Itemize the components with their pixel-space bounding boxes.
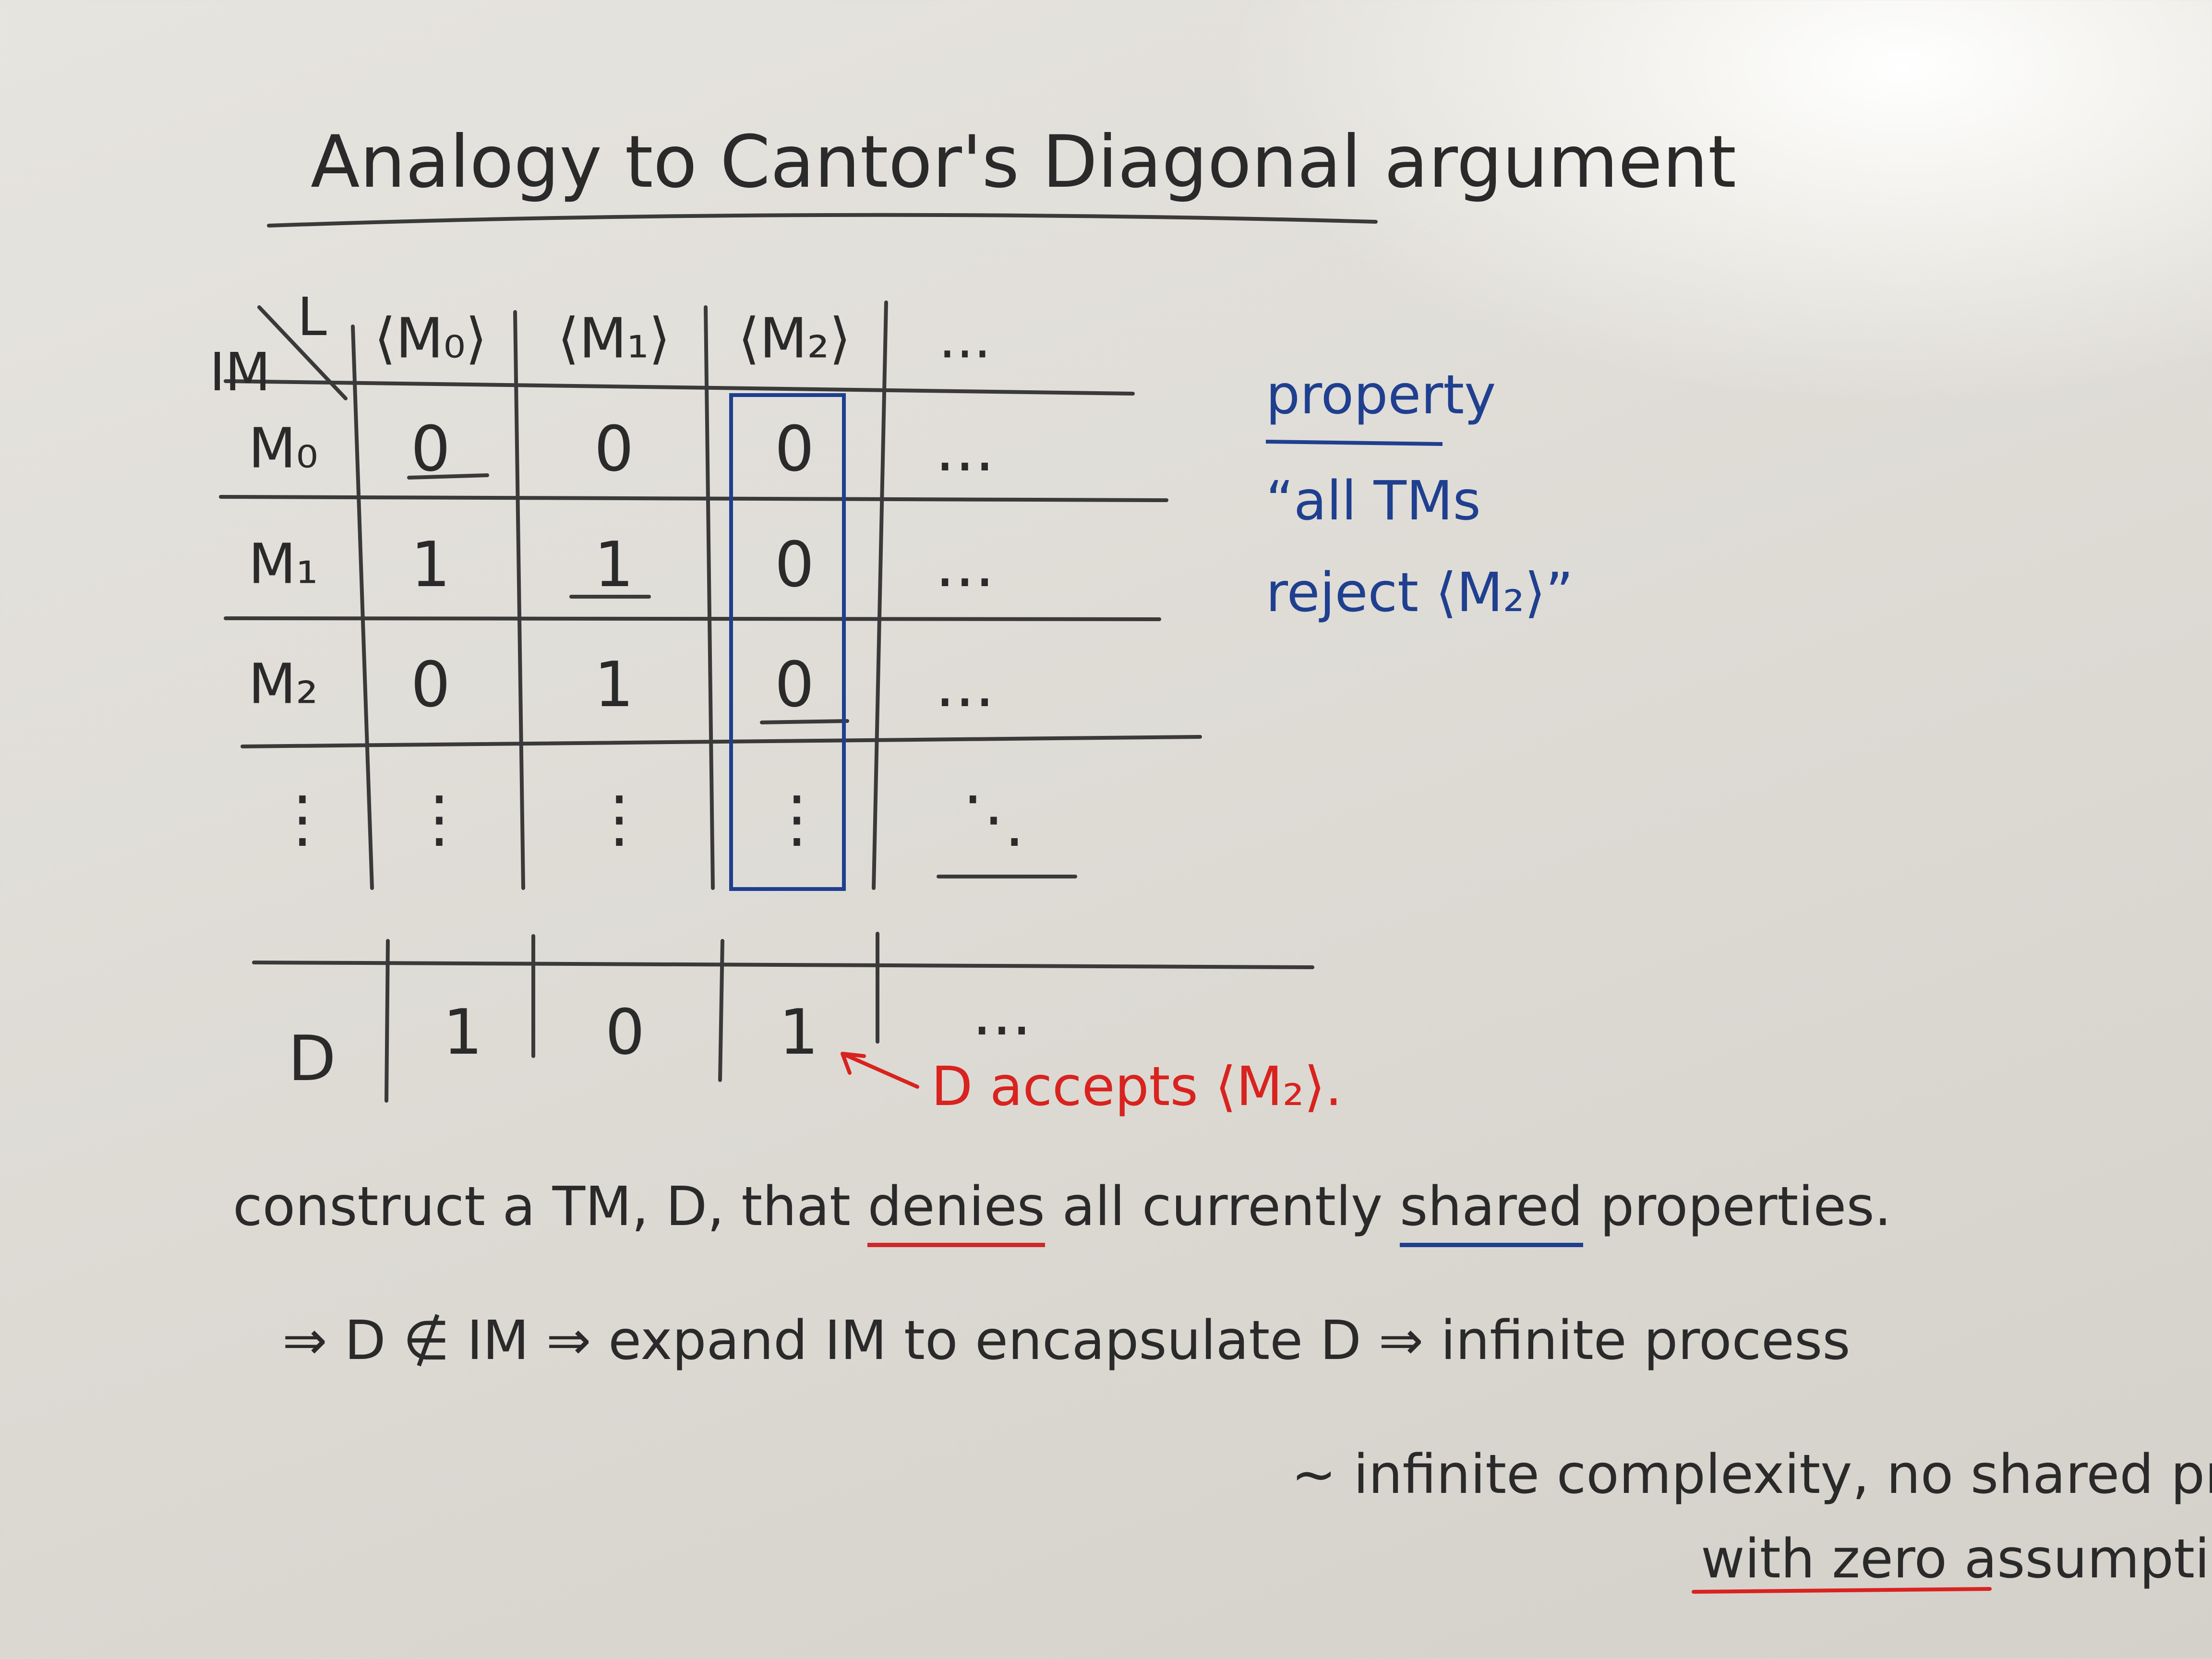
ellipsis: ⋮ xyxy=(588,782,650,855)
red-arrow xyxy=(841,1052,919,1089)
text: construct a TM, D, that xyxy=(233,1176,851,1238)
ellipsis: ⋮ xyxy=(271,782,334,855)
ellipsis: ⋮ xyxy=(408,782,470,855)
corner-label: L xyxy=(297,286,327,348)
table-cell: 1 xyxy=(443,996,483,1069)
title: Analogy to Cantor's Diagonal argument xyxy=(311,120,1736,204)
table-line xyxy=(872,301,888,890)
table-line xyxy=(240,735,1202,748)
table-cell: 0 xyxy=(410,648,451,721)
ellipsis: ⋮ xyxy=(766,782,828,855)
property-underline xyxy=(1265,440,1443,446)
corner-label: IM xyxy=(209,341,271,403)
underlined-word: shared xyxy=(1399,1176,1583,1247)
table-line xyxy=(704,305,715,890)
table-cell: 0 xyxy=(605,996,645,1069)
construct-line: construct a TM, D, that denies all curre… xyxy=(233,1176,1891,1247)
d-row-divider xyxy=(718,939,724,1082)
table-cell: 0 xyxy=(410,412,451,485)
corner-diagonal xyxy=(257,305,348,400)
table-cell: ... xyxy=(935,528,995,601)
table-line xyxy=(224,379,1135,396)
d-row-divider xyxy=(385,939,390,1103)
title-underline xyxy=(267,213,1378,228)
row-header: M₂ xyxy=(248,652,318,717)
table-cell: ... xyxy=(935,648,995,721)
column-header: ⟨M₁⟩ xyxy=(557,306,671,371)
row-header: M₀ xyxy=(248,416,318,481)
ellipsis: ⋱ xyxy=(962,782,1025,855)
row-header: D xyxy=(288,1022,337,1095)
table-cell: 1 xyxy=(410,528,451,601)
table-cell: 1 xyxy=(779,996,819,1069)
table-line xyxy=(513,310,525,890)
table-cell: 1 xyxy=(594,648,634,721)
red-note: D accepts ⟨M₂⟩. xyxy=(931,1056,1343,1118)
table-line xyxy=(219,495,1168,502)
table-cell: 0 xyxy=(774,648,815,721)
text: properties. xyxy=(1600,1176,1892,1238)
diagonal-underline xyxy=(407,473,489,480)
diagonal-underline xyxy=(760,719,849,724)
implication-line: ⇒ D ∉ IM ⇒ expand IM to encapsulate D ⇒ … xyxy=(282,1310,1851,1372)
property-heading: property xyxy=(1266,364,1496,426)
column-header: ⟨M₂⟩ xyxy=(738,306,851,371)
column-header: ... xyxy=(938,306,991,371)
table-cell: 0 xyxy=(774,528,815,601)
highlight-column-box xyxy=(729,393,846,891)
table-cell: ... xyxy=(972,976,1032,1049)
table-line xyxy=(224,616,1161,621)
row-header: M₁ xyxy=(248,532,318,597)
table-cell: ... xyxy=(935,412,995,485)
property-line: reject ⟨M₂⟩” xyxy=(1266,562,1574,624)
underlined-word: denies xyxy=(867,1176,1045,1247)
conclusion-line: with zero assumption. xyxy=(1701,1528,2212,1590)
table-cell: 0 xyxy=(774,412,815,485)
d-row-line xyxy=(252,961,1314,969)
table-cell: 0 xyxy=(594,412,634,485)
table-cell: 1 xyxy=(594,528,634,601)
table-line xyxy=(351,325,374,890)
column-header: ⟨M₀⟩ xyxy=(374,306,487,371)
conclusion-line: ~ infinite complexity, no shared propert… xyxy=(1291,1443,2212,1506)
text: all currently xyxy=(1062,1176,1383,1238)
red-underline xyxy=(1692,1587,1992,1594)
property-line: “all TMs xyxy=(1266,470,1481,532)
